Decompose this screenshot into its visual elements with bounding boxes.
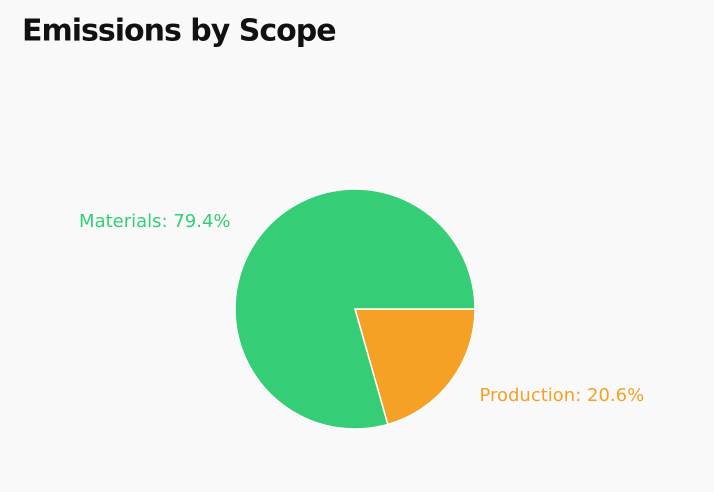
pie-slice [234,188,476,430]
slice-label: Materials: 79.4% [79,211,230,232]
slice-label: Production: 20.6% [479,385,644,406]
pie-slice [354,308,476,426]
chart-title: Emissions by Scope [22,14,336,49]
